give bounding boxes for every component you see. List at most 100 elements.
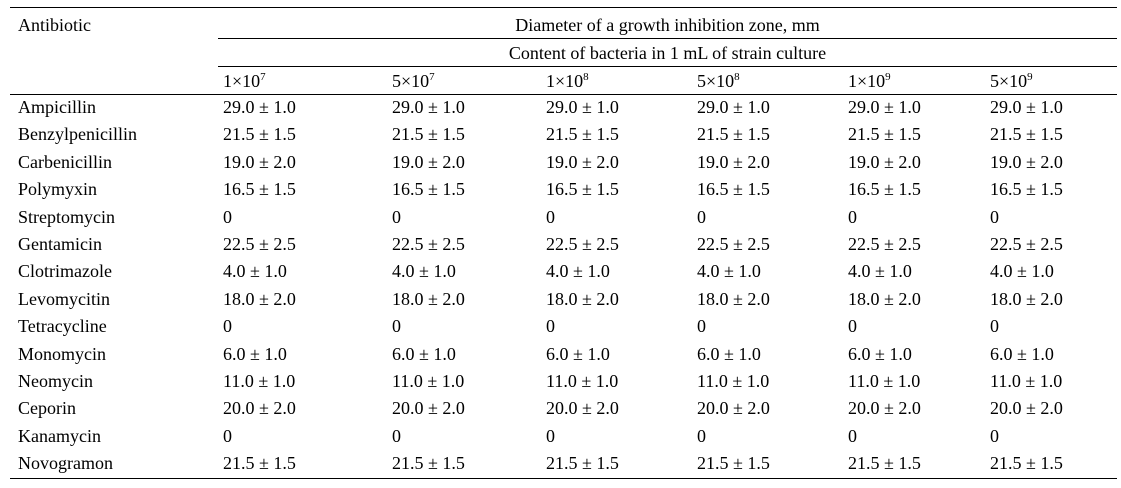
table-cell: 29.0 ± 1.0 xyxy=(392,97,465,117)
subgroup-title: Content of bacteria in 1 mL of strain cu… xyxy=(508,43,827,63)
table-cell: 18.0 ± 2.0 xyxy=(848,289,921,309)
table-cell: 0 xyxy=(223,426,232,446)
table-cell: 0 xyxy=(546,426,555,446)
table-cell: 21.5 ± 1.5 xyxy=(392,453,465,473)
table-cell: 19.0 ± 2.0 xyxy=(546,152,619,172)
table-cell: 4.0 ± 1.0 xyxy=(848,261,912,281)
table-cell: 21.5 ± 1.5 xyxy=(990,453,1063,473)
row-antibiotic-name: Neomycin xyxy=(18,371,93,391)
table-cell: 4.0 ± 1.0 xyxy=(392,261,456,281)
row-antibiotic-name: Ampicillin xyxy=(18,97,96,117)
table-cell: 0 xyxy=(697,207,706,227)
row-antibiotic-name: Streptomycin xyxy=(18,207,115,227)
table-cell: 21.5 ± 1.5 xyxy=(223,124,296,144)
table-cell: 11.0 ± 1.0 xyxy=(697,371,770,391)
table-cell: 16.5 ± 1.5 xyxy=(546,179,619,199)
table-cell: 21.5 ± 1.5 xyxy=(697,124,770,144)
table-cell: 0 xyxy=(392,426,401,446)
table-cell: 11.0 ± 1.0 xyxy=(990,371,1063,391)
column-header: 5×107 xyxy=(392,70,435,92)
row-antibiotic-name: Polymyxin xyxy=(18,179,98,199)
table-cell: 21.5 ± 1.5 xyxy=(223,453,296,473)
column-header-exponent: 7 xyxy=(429,71,435,83)
table-cell: 22.5 ± 2.5 xyxy=(546,234,619,254)
table-cell: 20.0 ± 2.0 xyxy=(848,398,921,418)
table-cell: 0 xyxy=(392,316,401,336)
table-cell: 29.0 ± 1.0 xyxy=(990,97,1063,117)
column-header: 1×107 xyxy=(223,70,266,92)
table-cell: 0 xyxy=(546,207,555,227)
table-cell: 11.0 ± 1.0 xyxy=(848,371,921,391)
row-antibiotic-name: Clotrimazole xyxy=(18,261,112,281)
table-cell: 11.0 ± 1.0 xyxy=(546,371,619,391)
table-cell: 0 xyxy=(223,316,232,336)
group-underline xyxy=(218,38,1117,39)
table-cell: 21.5 ± 1.5 xyxy=(392,124,465,144)
table-cell: 4.0 ± 1.0 xyxy=(223,261,287,281)
column-header-exponent: 9 xyxy=(1027,71,1033,83)
column-header-base: 1×10 xyxy=(848,71,886,91)
table-cell: 4.0 ± 1.0 xyxy=(697,261,761,281)
row-antibiotic-name: Novogramon xyxy=(18,453,113,473)
table-cell: 0 xyxy=(990,426,999,446)
table-cell: 0 xyxy=(848,207,857,227)
table-cell: 22.5 ± 2.5 xyxy=(392,234,465,254)
subgroup-underline xyxy=(218,66,1117,67)
table-cell: 20.0 ± 2.0 xyxy=(223,398,296,418)
table-cell: 20.0 ± 2.0 xyxy=(546,398,619,418)
table-cell: 0 xyxy=(990,207,999,227)
table-cell: 29.0 ± 1.0 xyxy=(697,97,770,117)
column-header-exponent: 7 xyxy=(260,71,266,83)
column-header: 1×108 xyxy=(546,70,589,92)
table-cell: 0 xyxy=(848,316,857,336)
table-cell: 0 xyxy=(223,207,232,227)
table-cell: 16.5 ± 1.5 xyxy=(848,179,921,199)
table-cell: 0 xyxy=(848,426,857,446)
table-cell: 29.0 ± 1.0 xyxy=(546,97,619,117)
row-antibiotic-name: Kanamycin xyxy=(18,426,101,446)
table-cell: 18.0 ± 2.0 xyxy=(392,289,465,309)
table-cell: 18.0 ± 2.0 xyxy=(990,289,1063,309)
table-cell: 19.0 ± 2.0 xyxy=(392,152,465,172)
column-header-exponent: 9 xyxy=(885,71,891,83)
row-antibiotic-name: Benzylpenicillin xyxy=(18,124,137,144)
table-cell: 22.5 ± 2.5 xyxy=(223,234,296,254)
column-header-base: 5×10 xyxy=(392,71,430,91)
table-cell: 21.5 ± 1.5 xyxy=(848,453,921,473)
table-cell: 11.0 ± 1.0 xyxy=(392,371,465,391)
table-cell: 20.0 ± 2.0 xyxy=(392,398,465,418)
table-cell: 29.0 ± 1.0 xyxy=(848,97,921,117)
column-header-base: 5×10 xyxy=(990,71,1028,91)
table-cell: 6.0 ± 1.0 xyxy=(990,344,1054,364)
row-antibiotic-name: Ceporin xyxy=(18,398,76,418)
table-cell: 21.5 ± 1.5 xyxy=(546,124,619,144)
table-cell: 21.5 ± 1.5 xyxy=(848,124,921,144)
table-cell: 21.5 ± 1.5 xyxy=(990,124,1063,144)
table-cell: 16.5 ± 1.5 xyxy=(392,179,465,199)
table-cell: 6.0 ± 1.0 xyxy=(848,344,912,364)
row-antibiotic-name: Monomycin xyxy=(18,344,106,364)
table-cell: 22.5 ± 2.5 xyxy=(848,234,921,254)
column-header: 1×109 xyxy=(848,70,891,92)
column-header-exponent: 8 xyxy=(583,71,589,83)
table-cell: 21.5 ± 1.5 xyxy=(697,453,770,473)
table-cell: 4.0 ± 1.0 xyxy=(546,261,610,281)
column-header-base: 1×10 xyxy=(223,71,261,91)
column-header-base: 1×10 xyxy=(546,71,584,91)
header-bottom-rule xyxy=(10,94,1117,95)
row-antibiotic-name: Carbenicillin xyxy=(18,152,112,172)
table-cell: 6.0 ± 1.0 xyxy=(223,344,287,364)
row-antibiotic-name: Tetracycline xyxy=(18,316,107,336)
antibiotic-header: Antibiotic xyxy=(18,15,91,35)
table-cell: 22.5 ± 2.5 xyxy=(697,234,770,254)
table-cell: 11.0 ± 1.0 xyxy=(223,371,296,391)
table-cell: 18.0 ± 2.0 xyxy=(223,289,296,309)
table-cell: 0 xyxy=(697,316,706,336)
row-antibiotic-name: Gentamicin xyxy=(18,234,102,254)
table-cell: 0 xyxy=(697,426,706,446)
table-cell: 19.0 ± 2.0 xyxy=(848,152,921,172)
table-cell: 6.0 ± 1.0 xyxy=(697,344,761,364)
group-title: Diameter of a growth inhibition zone, mm xyxy=(515,15,820,35)
column-header: 5×109 xyxy=(990,70,1033,92)
table-cell: 6.0 ± 1.0 xyxy=(546,344,610,364)
